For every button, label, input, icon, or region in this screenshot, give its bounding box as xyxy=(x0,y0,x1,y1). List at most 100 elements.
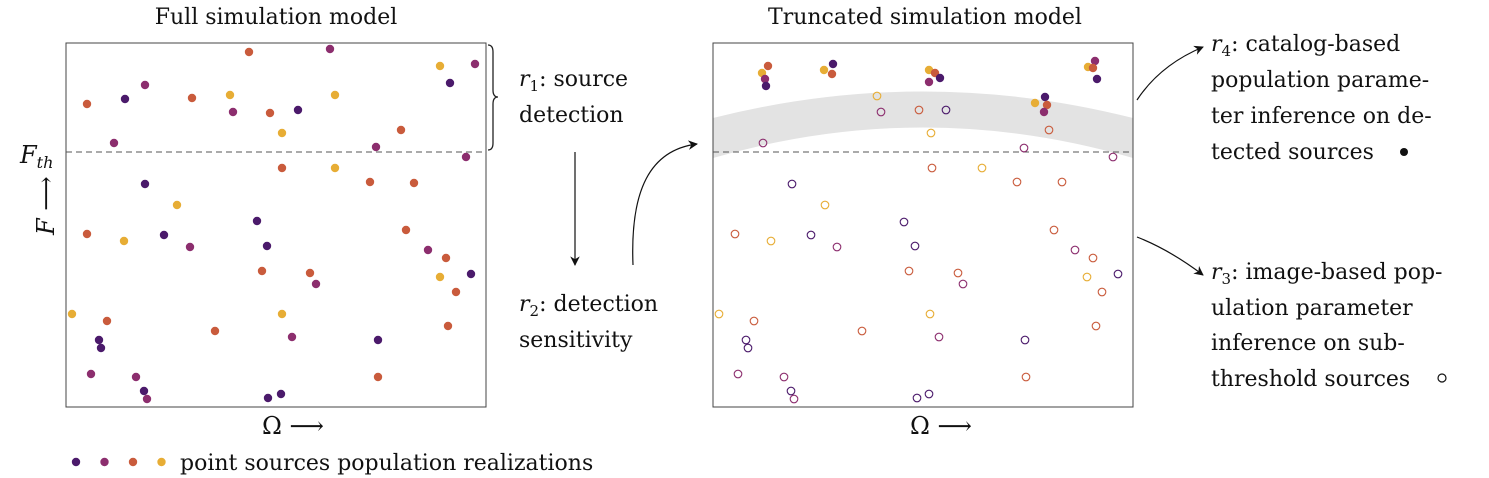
source-point xyxy=(373,335,383,345)
left-points-group xyxy=(67,44,480,404)
source-point xyxy=(277,309,287,319)
detected-source-point xyxy=(763,61,773,71)
source-point xyxy=(94,335,104,345)
subthreshold-source-point xyxy=(1012,177,1022,187)
r4-symbol: r xyxy=(1211,32,1223,57)
legend-dot xyxy=(100,457,109,467)
r3-symbol: r xyxy=(1211,260,1223,285)
source-point xyxy=(277,163,287,173)
r2-symbol: r xyxy=(519,292,531,317)
detected-source-point xyxy=(827,69,837,79)
subthreshold-source-point xyxy=(899,217,909,227)
source-point xyxy=(401,225,411,235)
source-point xyxy=(67,309,77,319)
source-point xyxy=(102,316,112,326)
source-point xyxy=(140,179,150,189)
detection-band xyxy=(713,91,1133,158)
detected-source-point xyxy=(924,77,934,87)
source-point xyxy=(435,61,445,71)
subthreshold-source-point xyxy=(766,236,776,246)
source-point xyxy=(441,253,451,263)
detected-source-point xyxy=(1030,98,1040,108)
r3-line-1: : image-based pop- xyxy=(1231,260,1442,285)
subthreshold-source-point xyxy=(1097,287,1107,297)
r4-arrow xyxy=(1136,45,1204,101)
source-point xyxy=(445,78,455,88)
subthreshold-source-point xyxy=(758,138,768,148)
subthreshold-source-point xyxy=(1049,225,1059,235)
subthreshold-source-point xyxy=(872,91,882,101)
subthreshold-source-point xyxy=(1019,143,1029,153)
r4-subscript: 4 xyxy=(1222,42,1232,60)
subthreshold-source-point xyxy=(1057,177,1067,187)
subthreshold-source-point xyxy=(714,309,724,319)
left-x-axis-label: Ω ⟶ xyxy=(262,412,324,440)
source-point xyxy=(210,326,220,336)
r4-line-3: ter inference on de- xyxy=(1211,104,1432,129)
subthreshold-source-point xyxy=(806,230,816,240)
subthreshold-source-point xyxy=(1082,272,1092,282)
threshold-label: Fth xyxy=(19,141,53,172)
subthreshold-source-point xyxy=(927,163,937,173)
source-point xyxy=(109,138,119,148)
source-point xyxy=(96,343,106,353)
source-point xyxy=(443,321,453,331)
r4-label: r4: catalog-based xyxy=(1211,32,1400,60)
subthreshold-source-point xyxy=(910,241,920,251)
source-point xyxy=(293,105,303,115)
source-point xyxy=(82,229,92,239)
r3-label: r3: image-based pop- xyxy=(1211,260,1442,288)
r3-line-4: threshold sources xyxy=(1211,367,1410,392)
subthreshold-source-point xyxy=(1108,152,1118,162)
legend-dots xyxy=(71,457,166,467)
detected-source-point xyxy=(1088,63,1098,73)
source-point xyxy=(187,93,197,103)
legend-dot xyxy=(128,457,138,467)
source-point xyxy=(287,332,297,342)
r1-line-2: detection xyxy=(519,103,624,128)
source-point xyxy=(263,393,273,403)
y-axis-arrow: ⟶ xyxy=(32,176,60,218)
source-point xyxy=(244,47,254,57)
subthreshold-points-group xyxy=(714,91,1123,404)
threshold-label-sub: th xyxy=(37,153,54,172)
subthreshold-source-point xyxy=(914,105,924,115)
subthreshold-source-point xyxy=(1044,125,1054,135)
r2-line-2: sensitivity xyxy=(519,328,633,353)
source-point xyxy=(131,372,141,382)
subthreshold-source-point xyxy=(832,242,842,252)
r1-symbol: r xyxy=(519,67,531,92)
left-y-axis-label: F ⟶ xyxy=(32,176,60,236)
source-point xyxy=(82,99,92,109)
detected-points-group xyxy=(757,56,1102,117)
subthreshold-source-point xyxy=(1113,269,1123,279)
detected-source-point xyxy=(761,81,771,91)
r1-label: r1: source xyxy=(519,67,628,95)
subthreshold-source-point xyxy=(1021,372,1031,382)
legend-text: point sources population realizations xyxy=(180,451,593,476)
detected-source-point xyxy=(1040,92,1050,102)
source-point xyxy=(120,94,130,104)
source-point xyxy=(409,178,419,188)
detected-source-point xyxy=(760,74,770,84)
open-dot-marker xyxy=(1437,373,1447,383)
source-point xyxy=(139,386,149,396)
subthreshold-source-point xyxy=(1070,245,1080,255)
source-point xyxy=(330,163,340,173)
source-point xyxy=(451,287,461,297)
legend-dot xyxy=(157,457,166,467)
source-point xyxy=(225,90,235,100)
subthreshold-source-point xyxy=(749,316,759,326)
r3-subscript: 3 xyxy=(1222,270,1232,288)
left-panel-title: Full simulation model xyxy=(155,5,398,30)
subthreshold-source-point xyxy=(912,393,922,403)
r4-line-2: population parame- xyxy=(1211,68,1429,93)
source-point xyxy=(86,369,96,379)
r3-line-3: inference on sub- xyxy=(1211,331,1405,356)
r2-subscript: 2 xyxy=(530,302,540,320)
subthreshold-source-point xyxy=(941,105,951,115)
subthreshold-source-point xyxy=(741,335,751,345)
subthreshold-source-point xyxy=(1091,321,1101,331)
legend-dot xyxy=(71,457,81,467)
